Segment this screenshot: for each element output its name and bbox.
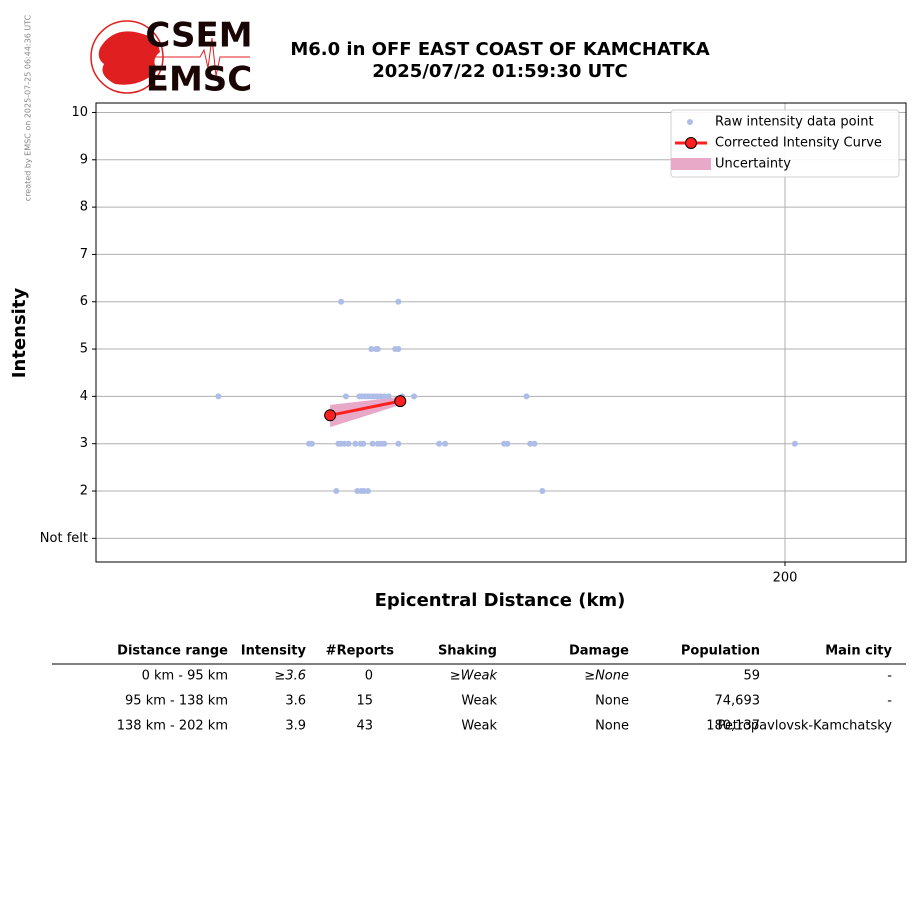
data-point: [338, 298, 345, 305]
data-point: [215, 393, 222, 400]
data-point: [504, 440, 511, 447]
logo-map: [98, 31, 160, 85]
y-tick-label: Not felt: [40, 531, 88, 546]
legend-marker: [671, 158, 711, 170]
table-cell: 138 km - 202 km: [117, 719, 228, 734]
table-header: Shaking: [438, 644, 497, 659]
table-cell: 0 km - 95 km: [142, 669, 228, 684]
y-tick-label: 9: [80, 152, 88, 167]
y-tick-label: 6: [80, 294, 88, 309]
data-point: [368, 346, 375, 353]
legend-label: Corrected Intensity Curve: [715, 136, 882, 151]
y-tick-label: 10: [71, 105, 88, 120]
legend-label: Uncertainty: [715, 157, 791, 172]
data-point: [381, 393, 388, 400]
curve-marker: [324, 409, 337, 422]
data-point: [369, 440, 376, 447]
data-point: [374, 346, 381, 353]
logo-top: CSEM: [145, 16, 252, 56]
table-cell: 15: [356, 694, 373, 709]
data-point: [360, 440, 367, 447]
data-point: [381, 440, 388, 447]
data-point: [442, 440, 449, 447]
y-tick-label: 2: [80, 484, 88, 499]
data-point: [523, 393, 530, 400]
x-tick-label: 200: [773, 571, 798, 586]
x-axis-label: Epicentral Distance (km): [375, 590, 626, 611]
table-cell: ≥Weak: [450, 669, 498, 684]
y-tick-label: 7: [80, 247, 88, 262]
table-cell: 3.9: [285, 719, 306, 734]
data-point: [333, 488, 340, 495]
data-point: [527, 440, 534, 447]
data-point: [308, 440, 315, 447]
table-header: Distance range: [117, 644, 228, 659]
logo-bottom: EMSC: [146, 60, 253, 100]
data-point: [395, 298, 402, 305]
data-point: [395, 346, 402, 353]
chart-subtitle: 2025/07/22 01:59:30 UTC: [372, 61, 628, 82]
y-axis-label: Intensity: [9, 288, 30, 379]
table-cell: ≥3.6: [274, 669, 306, 684]
y-tick-label: 5: [80, 342, 88, 357]
table-header: Main city: [825, 644, 892, 659]
data-point: [436, 440, 443, 447]
table-cell: 0: [365, 669, 373, 684]
table-cell: -: [887, 669, 892, 684]
y-tick-label: 8: [80, 200, 88, 215]
data-point: [791, 440, 798, 447]
data-point: [411, 393, 418, 400]
legend-marker: [685, 137, 697, 149]
legend-label: Raw intensity data point: [715, 115, 874, 130]
table-header: Damage: [569, 644, 629, 659]
y-tick-label: 3: [80, 436, 88, 451]
table-cell: Weak: [461, 694, 497, 709]
table-cell: 74,693: [715, 694, 761, 709]
table-cell: None: [595, 694, 629, 709]
data-point: [352, 440, 359, 447]
data-point: [342, 393, 349, 400]
table-cell: 95 km - 138 km: [125, 694, 228, 709]
plot-frame: [95, 102, 907, 563]
intensity-curve: [329, 399, 401, 417]
table-cell: 59: [743, 669, 760, 684]
data-point: [539, 488, 546, 495]
legend-box: [670, 109, 900, 178]
table-cell: -: [887, 694, 892, 709]
data-point: [531, 440, 538, 447]
data-point: [364, 488, 371, 495]
table-header: #Reports: [326, 644, 395, 659]
data-point: [345, 440, 352, 447]
logo: CSEM EMSC: [90, 16, 253, 100]
y-tick-label: 4: [80, 389, 88, 404]
credit: created by EMSC on 2025-07-25 06:44:36 U…: [24, 14, 33, 201]
table-header: Intensity: [241, 644, 307, 659]
table-cell: 43: [356, 719, 373, 734]
table-header: Population: [681, 644, 760, 659]
table-cell: ≥None: [584, 669, 629, 684]
logo-pulse: [150, 37, 250, 77]
curve-marker: [394, 395, 407, 408]
data-point: [395, 440, 402, 447]
table-cell: 3.6: [285, 694, 306, 709]
table-cell: Weak: [461, 719, 497, 734]
legend-marker: [687, 119, 693, 125]
data-point: [385, 393, 392, 400]
table-cell: None: [595, 719, 629, 734]
table-cell: 180,137: [706, 719, 760, 734]
chart-title: M6.0 in OFF EAST COAST OF KAMCHATKA: [290, 39, 709, 60]
table-cell: Petropavlovsk-Kamchatsky: [717, 719, 892, 734]
